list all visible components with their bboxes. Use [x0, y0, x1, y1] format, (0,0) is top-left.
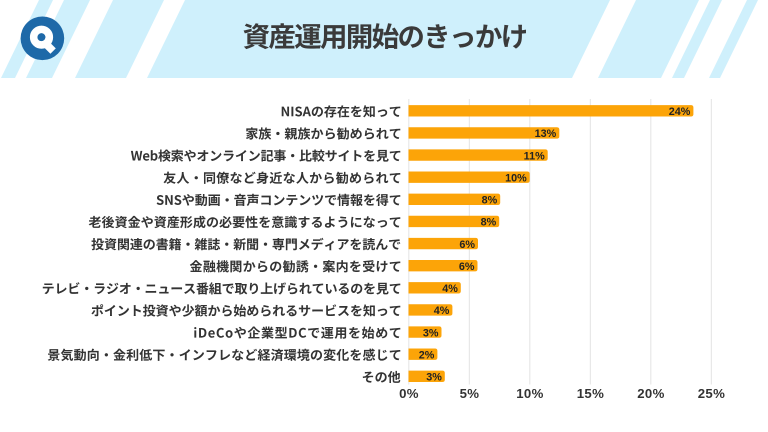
svg-text:5%: 5% [460, 386, 480, 401]
svg-text:3%: 3% [426, 372, 442, 384]
svg-text:15%: 15% [577, 386, 604, 401]
svg-text:10%: 10% [516, 386, 543, 401]
svg-text:20%: 20% [637, 386, 664, 401]
svg-text:11%: 11% [524, 150, 545, 162]
svg-text:25%: 25% [698, 386, 725, 401]
svg-text:0%: 0% [399, 386, 419, 401]
svg-text:4%: 4% [442, 283, 458, 295]
svg-text:10%: 10% [505, 172, 527, 184]
svg-text:2%: 2% [419, 349, 435, 361]
svg-text:8%: 8% [482, 195, 498, 207]
svg-text:13%: 13% [535, 128, 557, 140]
svg-text:24%: 24% [669, 106, 691, 118]
svg-text:6%: 6% [459, 261, 475, 273]
svg-text:4%: 4% [434, 305, 450, 317]
svg-text:3%: 3% [423, 327, 439, 339]
svg-text:8%: 8% [481, 217, 497, 229]
svg-text:6%: 6% [459, 239, 475, 251]
